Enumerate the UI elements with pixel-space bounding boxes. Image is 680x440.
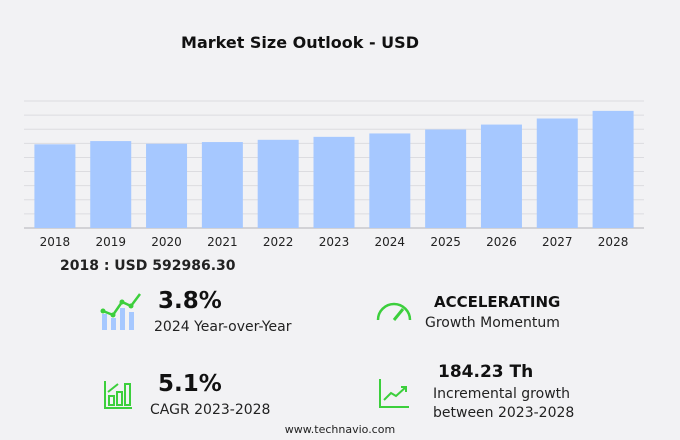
chart-title: Market Size Outlook - USD (181, 33, 419, 52)
incremental-value: 184.23 Th (438, 362, 534, 382)
bar-2027 (536, 118, 578, 228)
bar-2026 (480, 124, 522, 228)
bar-2024 (369, 133, 411, 228)
x-tick-label: 2019 (95, 235, 126, 249)
bar-2022 (257, 139, 299, 228)
base-year-value: 2018 : USD 592986.30 (60, 258, 236, 274)
bar-2023 (313, 136, 355, 228)
x-tick-label: 2022 (262, 235, 294, 249)
bar-2019 (90, 141, 132, 228)
x-tick-label: 2024 (374, 235, 406, 249)
cagr-label: CAGR 2023-2028 (150, 402, 271, 418)
x-tick-label: 2025 (430, 235, 461, 249)
bar-chart (24, 100, 644, 229)
bar-2020 (146, 143, 188, 228)
momentum-label: Growth Momentum (425, 315, 560, 331)
x-tick-label: 2026 (486, 235, 517, 249)
x-tick-label: 2021 (207, 235, 238, 249)
x-tick-label: 2018 (39, 235, 71, 249)
cagr-value: 5.1% (158, 371, 222, 397)
bar-2028 (592, 110, 634, 228)
yoy-value: 3.8% (158, 288, 222, 314)
incremental-label-1: Incremental growth (433, 386, 571, 402)
yoy-label: 2024 Year-over-Year (154, 319, 292, 335)
bar-2018 (34, 144, 76, 228)
x-tick-label: 2023 (318, 235, 350, 249)
x-tick-label: 2027 (541, 235, 573, 249)
speedometer-icon (376, 302, 412, 321)
x-tick-label: 2020 (151, 235, 182, 249)
x-tick-label: 2028 (597, 235, 629, 249)
bar-2021 (201, 142, 243, 228)
bar-growth-icon (104, 381, 132, 409)
bar-2025 (425, 129, 467, 228)
incremental-label-2: between 2023-2028 (433, 405, 575, 421)
footer-url: www.technavio.com (284, 423, 396, 436)
growth-chart-icon (100, 293, 141, 330)
momentum-value: ACCELERATING (434, 293, 561, 311)
line-growth-icon (379, 379, 409, 408)
